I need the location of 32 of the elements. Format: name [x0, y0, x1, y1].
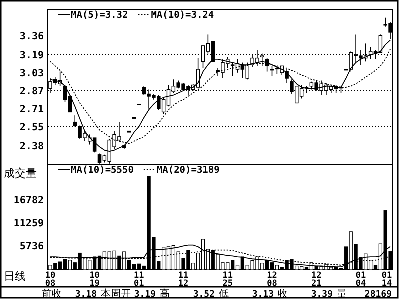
legend-label: MA(10)=5550 [71, 165, 134, 176]
text: 3.13 [252, 290, 274, 300]
y-tick-label: 16782 [14, 195, 44, 206]
y-tick-label: 3.03 [20, 68, 44, 80]
y-tick-label: 3.36 [20, 31, 44, 42]
y-tick-label: 2.71 [20, 104, 44, 116]
x-tick-label: 12 21 [311, 271, 322, 289]
legend-label: MA(5)=3.32 [71, 10, 128, 21]
text: 量 [337, 289, 347, 300]
x-tick-label: 01 14 [382, 271, 392, 289]
text: 3.18 [75, 290, 97, 300]
legend-label: MA(20)=3189 [156, 165, 220, 176]
text: 日线 [4, 270, 26, 283]
y-tick-label: 2.87 [20, 86, 44, 98]
legend-label: MA(10)=3.24 [151, 10, 214, 21]
y-tick-label: 5736 [20, 242, 44, 253]
text: 3.19 [134, 290, 156, 300]
y-tick-label: 11259 [14, 218, 44, 230]
text: 3.52 [193, 290, 215, 300]
x-tick-label: 11 01 [134, 271, 144, 289]
x-tick-label: 11 12 [178, 271, 189, 289]
y-axis-title: 成交量 [4, 167, 37, 180]
x-tick-label: 11 25 [222, 271, 234, 289]
text: 3.39 [311, 290, 333, 300]
x-tick-label: 10 08 [45, 271, 56, 289]
y-tick-label: 2.38 [20, 141, 44, 152]
x-tick-label: 12 08 [267, 271, 278, 289]
y-tick-label: 3.19 [20, 50, 44, 62]
x-tick-label: 10 19 [90, 271, 100, 289]
text: 28169 [364, 290, 392, 300]
y-tick-label: 2.55 [20, 122, 44, 134]
x-tick-label: 01 04 [356, 271, 366, 289]
